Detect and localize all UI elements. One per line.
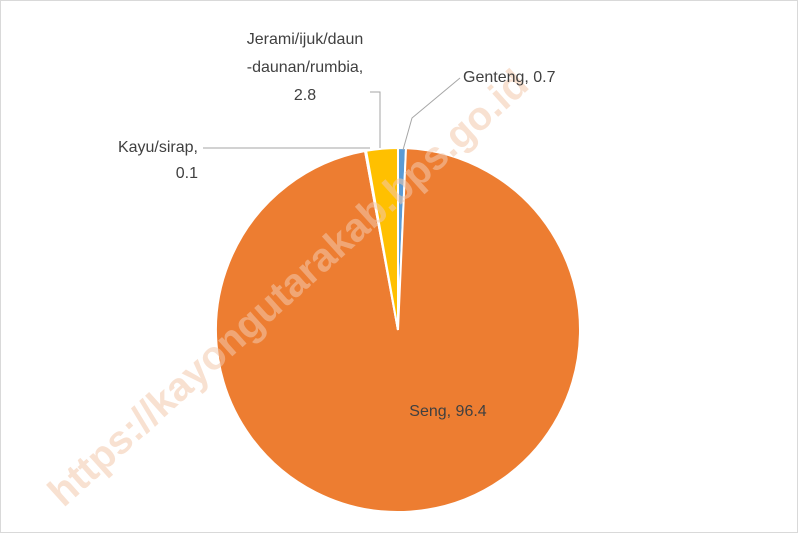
data-label: 0.1 xyxy=(176,165,198,182)
data-label: -daunan/rumbia, xyxy=(247,59,364,76)
data-label: Genteng, 0.7 xyxy=(463,69,556,86)
leader-line xyxy=(370,91,381,148)
slices xyxy=(215,146,581,513)
data-label: Seng, 96.4 xyxy=(409,403,487,420)
data-label: Kayu/sirap, xyxy=(118,139,198,156)
pie-slice xyxy=(364,146,399,331)
data-label: 2.8 xyxy=(294,87,316,104)
leader-line xyxy=(402,77,461,151)
labels: Genteng, 0.7 Seng, 96.4 Kayu/sirap, 0.1 Jera… xyxy=(118,31,556,420)
data-label: Jerami/ijuk/daun xyxy=(247,31,364,48)
